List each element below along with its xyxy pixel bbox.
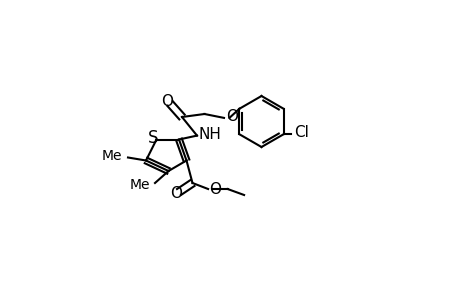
Text: Me: Me — [102, 149, 123, 163]
Text: S: S — [147, 129, 158, 147]
Text: O: O — [226, 109, 238, 124]
Text: Cl: Cl — [293, 125, 308, 140]
Text: NH: NH — [198, 127, 221, 142]
Text: O: O — [170, 186, 182, 201]
Text: Me: Me — [130, 178, 150, 192]
Text: O: O — [209, 182, 221, 196]
Text: O: O — [161, 94, 173, 110]
